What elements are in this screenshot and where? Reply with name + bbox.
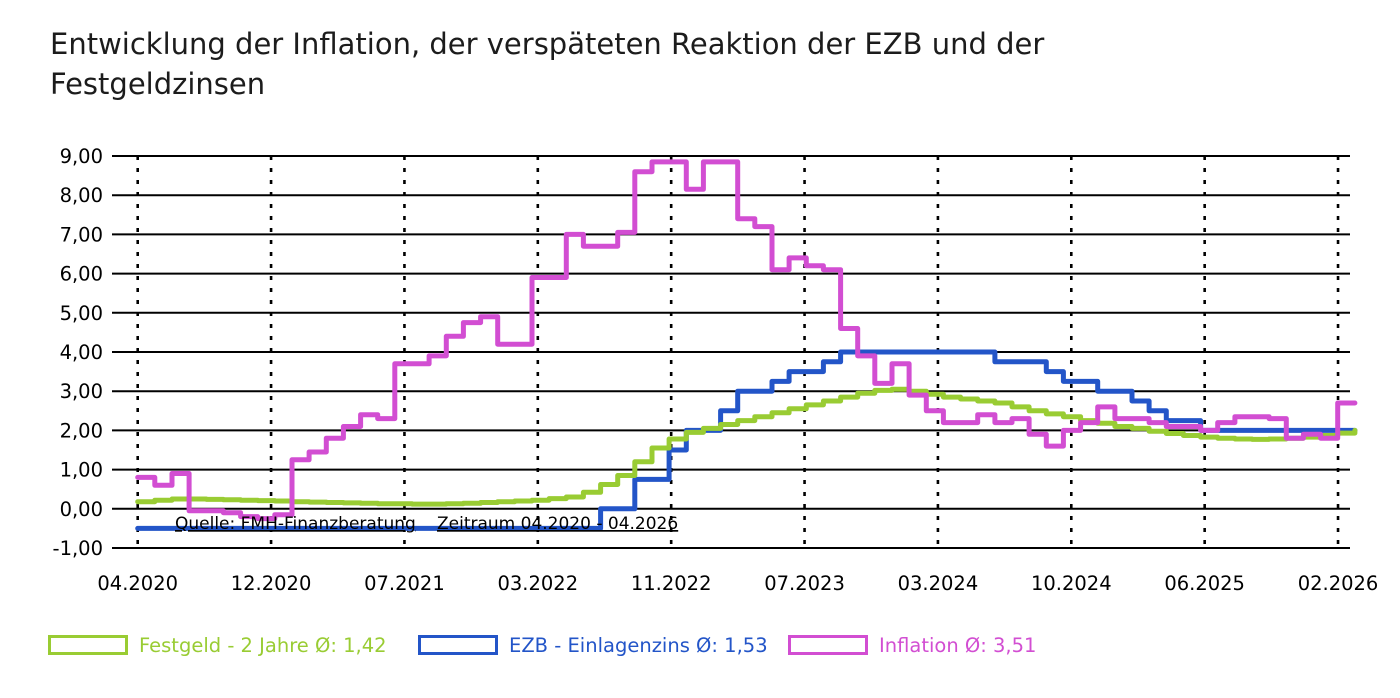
x-axis-tick-labels: 04.2020 12.2020 07.2021 03.2022 11.2022 07.20…	[97, 572, 1378, 595]
x-tick-label: 12.2020	[231, 572, 312, 595]
y-tick-label: 6,00	[60, 263, 103, 286]
data-series-lines	[135, 159, 1358, 531]
x-tick-label: 02.2026	[1298, 572, 1379, 595]
legend-label-festgeld: Festgeld - 2 Jahre Ø: 1,42	[139, 633, 387, 657]
period-annotation: Zeitraum 04.2020 - 04.2026	[437, 514, 678, 534]
page-title: Entwicklung der Inflation, der verspätet…	[50, 24, 1330, 104]
x-tick-label: 11.2022	[631, 572, 712, 595]
y-tick-label: 7,00	[60, 223, 103, 246]
x-tick-label: 03.2022	[497, 572, 578, 595]
source-annotation: Quelle: FMH-Finanzberatung	[175, 514, 416, 534]
y-tick-label: 8,00	[60, 184, 103, 207]
horizontal-gridlines	[112, 155, 1350, 549]
y-tick-label: 5,00	[60, 302, 103, 325]
x-tick-label: 03.2024	[898, 572, 979, 595]
legend-swatch-festgeld	[48, 635, 128, 655]
y-tick-label: 1,00	[60, 459, 103, 482]
x-tick-label: 06.2025	[1164, 572, 1245, 595]
y-tick-label: 0,00	[60, 498, 103, 521]
x-tick-label: 07.2023	[764, 572, 845, 595]
legend-item-inflation: Inflation Ø: 3,51	[788, 633, 1036, 657]
page-title-line2: Festgeldzinsen	[50, 67, 266, 101]
x-tick-label: 04.2020	[97, 572, 178, 595]
legend-swatch-inflation	[788, 635, 868, 655]
y-tick-label: 4,00	[60, 341, 103, 364]
series-line-ezb	[135, 349, 1358, 531]
chart-legend: Festgeld - 2 Jahre Ø: 1,42 EZB - Einlage…	[0, 633, 1400, 663]
y-tick-label: 3,00	[60, 380, 103, 403]
page-title-line1: Entwicklung der Inflation, der verspätet…	[50, 27, 1045, 61]
y-axis-tick-labels: 9,00 8,00 7,00 6,00 5,00 4,00 3,00 2,00 1,00 0,00…	[53, 145, 103, 560]
legend-item-festgeld: Festgeld - 2 Jahre Ø: 1,42	[48, 633, 387, 657]
x-tick-label: 10.2024	[1031, 572, 1112, 595]
y-tick-label: -1,00	[53, 537, 103, 560]
y-tick-label: 9,00	[60, 145, 103, 168]
y-tick-label: 2,00	[60, 419, 103, 442]
legend-swatch-ezb	[418, 635, 498, 655]
legend-label-ezb: EZB - Einlagenzins Ø: 1,53	[509, 633, 768, 657]
x-tick-label: 07.2021	[364, 572, 445, 595]
series-line-inflation	[135, 159, 1358, 522]
legend-label-inflation: Inflation Ø: 3,51	[879, 633, 1037, 657]
legend-item-ezb: EZB - Einlagenzins Ø: 1,53	[418, 633, 768, 657]
series-line-festgeld	[135, 386, 1358, 507]
